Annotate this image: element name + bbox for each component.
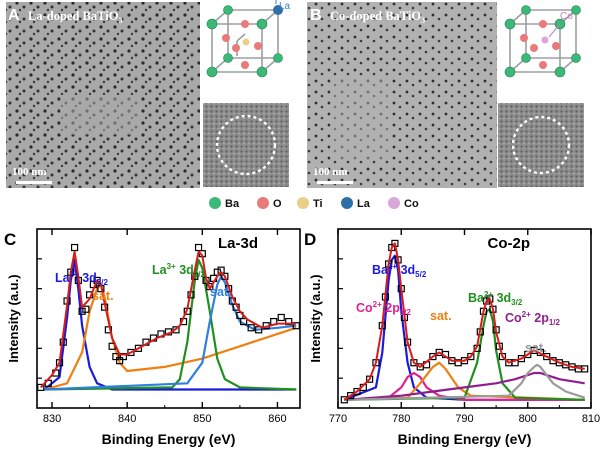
data-point (104, 326, 112, 334)
chart-title: Co-2p (488, 235, 531, 252)
data-point (467, 352, 475, 361)
data-point (240, 317, 248, 326)
panel-title-b-sub: 3 (421, 16, 425, 25)
data-point (172, 326, 180, 334)
data-point (543, 352, 551, 361)
scale-bar-label-b: 100 nm (313, 166, 348, 178)
data-point (353, 387, 361, 396)
fit-curve (344, 363, 586, 401)
pointer-arrow-icon (548, 23, 561, 38)
x-tick-label: 810 (582, 413, 600, 425)
chart-c: 830 840 850 860 Binding Energy (eV) Intensity… (4, 228, 301, 447)
atom-legend: Ba O Ti La Co (209, 197, 419, 210)
peak-label: La3+ 3d5/2 (55, 270, 108, 287)
particle-outline-b (511, 115, 571, 175)
legend-marker-o (257, 197, 269, 209)
x-tick-label: 860 (268, 413, 286, 425)
peak-label: sat. (92, 289, 114, 303)
particle-outline-a (215, 114, 277, 176)
peak-label: Co2+ 2p1/2 (505, 310, 561, 327)
panel-title-b: Co-doped BaTiO (330, 9, 421, 23)
legend-label-ti: Ti (313, 198, 323, 210)
peak-label: Co2+ 2p3/2 (356, 300, 412, 317)
plot-frame (36, 228, 301, 409)
data-point (112, 352, 120, 361)
data-point (221, 272, 229, 280)
legend-label-ba: Ba (225, 198, 240, 210)
legend-label-o: O (273, 198, 282, 210)
data-point (429, 352, 437, 361)
panel-a: A La-doped BaTiO3 100 nm (6, 0, 291, 188)
x-tick-label: 770 (329, 413, 347, 425)
legend-label-co: Co (404, 198, 419, 210)
peak-label: La3+ 3d3/2 (152, 262, 205, 279)
x-tick-label: 790 (455, 413, 473, 425)
dopant-label-a: La (279, 1, 291, 12)
data-point (366, 375, 374, 383)
fit-curve (344, 371, 585, 401)
panel-b: B Co-doped BaTiO3 100 nm (307, 2, 590, 188)
y-axis-label: Intensity (a.u.) (308, 274, 323, 362)
legend-label-la: La (357, 198, 371, 210)
chart-title: La-3d (218, 235, 258, 252)
panel-letter-b: B (310, 7, 322, 24)
fit-curve (344, 371, 585, 401)
peak-label: Ba2+ 3d3/2 (468, 290, 523, 307)
legend-marker-ba (209, 197, 221, 209)
data-point (277, 313, 285, 322)
data-point (134, 344, 143, 352)
data-point (247, 324, 255, 332)
legend-marker-ti (297, 197, 309, 209)
fit-curve (43, 258, 297, 391)
scale-bar-a (16, 181, 52, 184)
legend-marker-co (388, 197, 400, 209)
panel-letter-d: D (304, 230, 316, 249)
scale-bar-label-a: 100 nm (12, 166, 47, 178)
fit-curve (44, 258, 297, 391)
data-point (194, 243, 203, 252)
x-tick-label: 840 (118, 413, 136, 425)
y-axis-label: Intensity (a.u.) (6, 274, 21, 362)
x-tick-label: 780 (392, 413, 410, 425)
fit-curve (343, 242, 585, 401)
dopant-label-b: Co (560, 11, 573, 22)
scale-bar-b (317, 181, 353, 184)
crystal-structure-a: La (201, 0, 291, 100)
co-atom-icon (541, 36, 549, 44)
svg-text:Co-doped BaTiO3: Co-doped BaTiO3 (330, 9, 425, 25)
panel-title-a-sub: 3 (118, 16, 122, 25)
panel-title-a: La-doped BaTiO (28, 9, 119, 23)
peak-label: sat. (210, 285, 232, 299)
x-axis-label: Binding Energy (eV) (102, 431, 236, 447)
svg-text:La-doped BaTiO3: La-doped BaTiO3 (28, 9, 122, 25)
chart-d: 770 780 790 800 810 Binding Energy (eV) Intens… (304, 228, 600, 447)
data-point (340, 396, 348, 404)
data-point (78, 307, 86, 315)
data-point (127, 348, 135, 357)
data-point (347, 392, 355, 400)
x-axis-label: Binding Energy (eV) (398, 431, 532, 447)
x-tick-label: 830 (43, 413, 61, 425)
fit-curve (40, 250, 297, 389)
data-point (292, 322, 300, 330)
la-atom-icon (273, 5, 283, 15)
hrtem-inset-b (498, 103, 584, 187)
peak-label: sat. (525, 341, 547, 355)
legend-marker-la (341, 197, 353, 209)
data-point (93, 276, 101, 285)
data-point (70, 243, 79, 252)
x-tick-label: 850 (193, 413, 211, 425)
panel-letter-a: A (8, 7, 20, 24)
peak-label: Ba2+ 3d5/2 (372, 262, 427, 279)
data-point (37, 383, 45, 392)
peak-label: sat. (430, 309, 452, 323)
panel-letter-c: C (4, 230, 16, 249)
data-point (524, 350, 532, 359)
data-point (82, 305, 90, 313)
data-point (116, 357, 124, 365)
crystal-structure-b: Co (498, 2, 590, 100)
x-tick-label: 800 (519, 413, 537, 425)
